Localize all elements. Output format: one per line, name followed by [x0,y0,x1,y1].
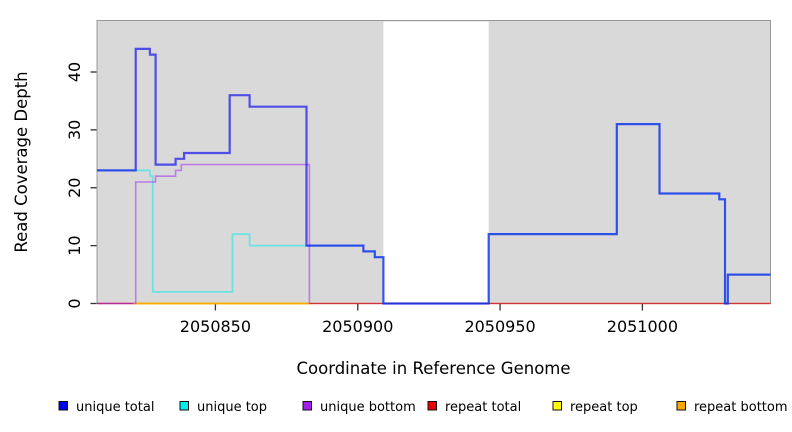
x-axis-title: Coordinate in Reference Genome [296,359,570,378]
legend-item-unique-total: unique total [58,400,154,415]
x-tick-label: 2050900 [322,317,393,336]
legend-label: unique total [76,400,154,415]
legend-label: repeat total [445,400,521,415]
legend-item-repeat-top: repeat top [552,400,638,415]
legend-swatch [179,401,189,411]
series-line-unique-total [97,47,771,305]
y-tick-label: 20 [65,178,84,198]
legend-label: unique top [197,400,267,415]
legend-item-repeat-total: repeat total [427,400,521,415]
legend-label: repeat bottom [694,400,788,415]
y-axis-title: Read Coverage Depth [12,71,31,252]
legend-swatch [427,401,437,411]
x-tick-label: 2050950 [464,317,535,336]
legend-swatch [58,401,68,411]
legend-item-unique-bottom: unique bottom [302,400,416,415]
legend-item-unique-top: unique top [179,400,267,415]
legend-swatch [552,401,562,411]
legend-swatch [302,401,312,411]
y-tick-label: 30 [65,120,84,140]
series-line-unique-bottom [97,163,311,305]
y-tick-label: 40 [65,62,84,82]
x-tick-label: 2050850 [180,317,251,336]
x-tick-label: 2051000 [607,317,678,336]
plot-area: 2050850 2050900 2050950 2051000 0 10 20 30 40 [65,20,771,336]
y-tick-label: 0 [65,298,84,308]
legend-label: repeat top [570,400,638,415]
no-data-band [383,21,489,304]
legend-label: unique bottom [320,400,416,415]
chart-legend: unique total unique top unique bottom repea… [58,400,788,415]
legend-item-repeat-bottom: repeat bottom [676,400,788,415]
y-tick-label: 10 [65,235,84,255]
legend-swatch [676,401,686,411]
